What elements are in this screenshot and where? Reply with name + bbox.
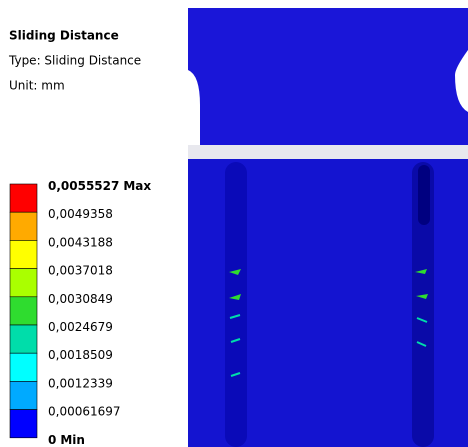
legend: 0,0055527 Max 0,0049358 0,0043188 0,0037018 0… bbox=[10, 179, 151, 447]
legend-label: 0,0049358 bbox=[48, 207, 113, 221]
legend-value: 0 bbox=[48, 432, 56, 446]
legend-label: 0,0037018 bbox=[48, 263, 113, 277]
legend-swatch bbox=[10, 212, 37, 240]
legend-value: 0,00061697 bbox=[48, 404, 121, 418]
legend-swatch bbox=[10, 325, 37, 353]
max-tag: Max bbox=[123, 179, 151, 193]
legend-value: 0,0049358 bbox=[48, 207, 113, 221]
legend-swatch bbox=[10, 269, 37, 297]
legend-swatch bbox=[10, 381, 37, 409]
legend-label: 0,0012339 bbox=[48, 376, 113, 390]
legend-value: 0,0055527 bbox=[48, 179, 119, 193]
legend-label: 0,0024679 bbox=[48, 320, 113, 334]
title: Sliding Distance bbox=[9, 29, 119, 43]
legend-label: 0,0030849 bbox=[48, 291, 113, 305]
legend-swatch bbox=[10, 240, 37, 268]
legend-label: 0,0043188 bbox=[48, 235, 113, 249]
min-tag: Min bbox=[60, 432, 85, 446]
legend-swatch bbox=[10, 353, 37, 381]
legend-value: 0,0024679 bbox=[48, 320, 113, 334]
legend-value: 0,0012339 bbox=[48, 376, 113, 390]
legend-value: 0,0030849 bbox=[48, 291, 113, 305]
legend-swatch bbox=[10, 184, 37, 212]
result-view: Sliding Distance Type: Sliding Distance … bbox=[0, 0, 468, 447]
legend-label: 0 Min bbox=[48, 432, 85, 446]
legend-swatch bbox=[10, 410, 37, 438]
legend-value: 0,0037018 bbox=[48, 263, 113, 277]
legend-value: 0,0043188 bbox=[48, 235, 113, 249]
legend-label: 0,0055527 Max bbox=[48, 179, 151, 193]
legend-label: 0,0018509 bbox=[48, 348, 113, 362]
legend-label: 0,00061697 bbox=[48, 404, 121, 418]
unit: Unit: mm bbox=[9, 79, 65, 93]
result-type: Type: Sliding Distance bbox=[8, 54, 141, 68]
model bbox=[188, 8, 468, 447]
legend-value: 0,0018509 bbox=[48, 348, 113, 362]
legend-swatch bbox=[10, 297, 37, 325]
